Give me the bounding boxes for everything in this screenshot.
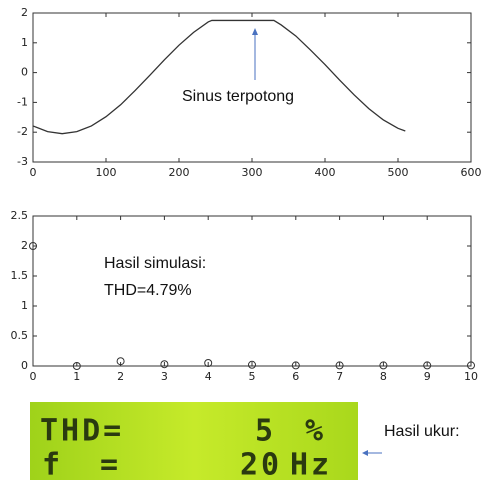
lcd-screen	[30, 402, 358, 480]
x-tick-label: 600	[461, 166, 481, 179]
x-tick-label: 1	[73, 370, 80, 383]
lcd-text: =	[100, 448, 121, 483]
x-tick-label: 8	[380, 370, 387, 383]
marker	[291, 361, 300, 370]
lcd-text: 5	[255, 414, 276, 449]
marker	[379, 361, 388, 370]
x-tick-label: 0	[30, 370, 37, 383]
marker	[204, 359, 213, 367]
x-tick-label: 7	[336, 370, 343, 383]
x-tick-label: 9	[424, 370, 431, 383]
marker	[29, 242, 37, 250]
arrow-head	[362, 450, 368, 456]
y-tick-label: 0	[21, 359, 28, 372]
lcd-text: f	[42, 448, 63, 483]
lcd-text: %	[305, 414, 326, 449]
y-tick-label: 2	[21, 6, 28, 19]
arrow-head	[252, 28, 258, 35]
x-tick-label: 200	[169, 166, 190, 179]
x-tick-label: 0	[30, 166, 37, 179]
x-tick-label: 300	[242, 166, 263, 179]
marker	[72, 362, 81, 370]
x-tick-label: 100	[96, 166, 117, 179]
lcd-text: THD=	[40, 414, 124, 449]
lcd-text: 20	[240, 448, 282, 483]
x-tick-label: 2	[117, 370, 124, 383]
x-tick-label: 6	[292, 370, 299, 383]
marker	[248, 360, 256, 369]
y-tick-label: 1	[21, 299, 28, 312]
x-tick-label: 500	[388, 166, 409, 179]
marker	[335, 361, 344, 370]
y-tick-label: -1	[17, 95, 28, 108]
line-series	[32, 19, 406, 135]
annotation: Hasil simulasi:	[104, 255, 206, 272]
y-tick-label: 2	[21, 239, 28, 252]
marker	[467, 361, 475, 370]
x-tick-label: 10	[464, 370, 478, 383]
marker	[160, 360, 169, 369]
plot-box	[32, 215, 472, 367]
annotation: Sinus terpotong	[182, 88, 294, 105]
marker	[423, 361, 432, 370]
x-tick-label: 400	[315, 166, 336, 179]
y-tick-label: 2.5	[11, 209, 29, 222]
y-tick-label: 0.5	[11, 329, 29, 342]
x-tick-label: 4	[205, 370, 212, 383]
y-tick-label: 0	[21, 66, 28, 79]
lcd-text: Hz	[290, 448, 332, 483]
y-tick-label: -3	[17, 155, 28, 168]
y-tick-label: -2	[17, 125, 28, 138]
annotation: THD=4.79%	[104, 282, 192, 299]
marker	[116, 357, 125, 366]
y-tick-label: 1.5	[11, 269, 29, 282]
x-tick-label: 5	[249, 370, 256, 383]
y-tick-label: 1	[21, 36, 28, 49]
lcd-label: Hasil ukur:	[384, 423, 460, 440]
x-tick-label: 3	[161, 370, 168, 383]
